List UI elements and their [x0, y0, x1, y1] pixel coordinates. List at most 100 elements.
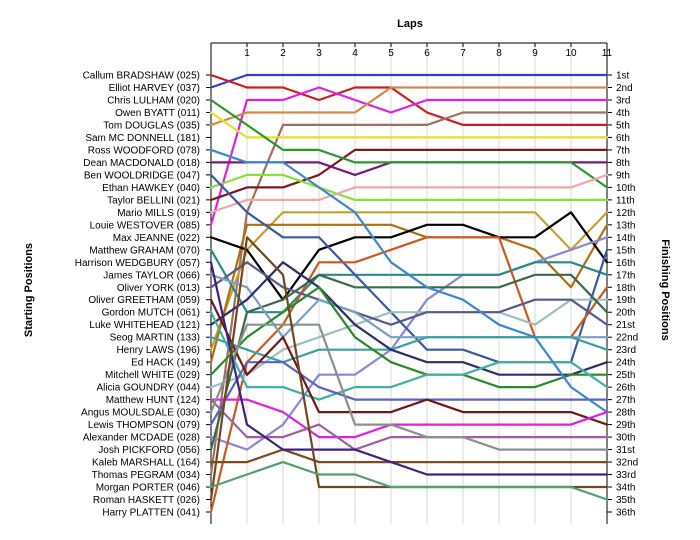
series-line-28	[209, 148, 609, 414]
starting-position-label: Morgan PORTER (046)	[96, 483, 200, 494]
finishing-position-label: 16th	[616, 258, 635, 269]
series-line-22	[209, 273, 609, 339]
starting-position-label: Callum BRADSHAW (025)	[83, 71, 200, 82]
series-line-15	[209, 236, 609, 451]
starting-position-label: Sam MC DONNELL (181)	[85, 133, 200, 144]
starting-position-label: Tom DOUGLAS (035)	[103, 120, 200, 131]
finishing-position-label: 25th	[616, 370, 635, 381]
series-line-6	[209, 111, 609, 139]
finishing-position-label: 22nd	[616, 333, 638, 344]
starting-position-label: Chris LULHAM (020)	[107, 95, 200, 106]
series-line-21	[209, 261, 609, 326]
series-line-5	[209, 111, 609, 476]
starting-position-label: Matthew GRAHAM (070)	[89, 245, 200, 256]
finishing-position-label: 29th	[616, 420, 635, 431]
finishing-position-label: 1st	[616, 71, 630, 82]
finishing-position-label: 35th	[616, 495, 635, 506]
starting-position-label: Matthew HUNT (124)	[106, 395, 200, 406]
x-tick-label: 7	[460, 48, 466, 59]
finishing-position-label: 6th	[616, 133, 630, 144]
label-layer: Callum BRADSHAW (025) 1st Elliot HARVEY (0…	[75, 71, 638, 519]
finishing-position-label: 21st	[616, 320, 635, 331]
axis-layer: 1 2 3 4 5 6 7 8 9 10 11	[206, 42, 613, 524]
series-line-29	[209, 298, 609, 426]
finishing-position-label: 5th	[616, 120, 630, 131]
finishing-position-label: 28th	[616, 408, 635, 419]
finishing-position-label: 4th	[616, 108, 630, 119]
series-line-27	[209, 361, 609, 426]
series-line-34	[209, 261, 609, 476]
series-line-3	[209, 86, 609, 226]
x-tick-label: 8	[496, 48, 502, 59]
x-tick-label: 2	[280, 48, 286, 59]
x-axis-title: Laps	[397, 18, 423, 30]
series-line-33	[209, 448, 609, 464]
series-line-9	[209, 98, 609, 189]
series-line-14	[209, 211, 609, 301]
starting-position-label: Seog MARTIN (133)	[110, 333, 200, 344]
finishing-position-label: 20th	[616, 308, 635, 319]
x-tick-label: 3	[316, 48, 322, 59]
starting-position-label: Mario MILLS (019)	[117, 208, 200, 219]
x-tick-label: 10	[565, 48, 577, 59]
starting-position-label: Oliver GREETHAM (059)	[88, 295, 200, 306]
series-line-17	[209, 173, 609, 364]
starting-position-label: Ross WOODFORD (078)	[88, 145, 200, 156]
finishing-position-label: 15th	[616, 245, 635, 256]
series-line-20	[209, 273, 609, 451]
x-tick-label: 5	[388, 48, 394, 59]
finishing-position-label: 19th	[616, 295, 635, 306]
starting-position-label: Henry LAWS (196)	[116, 345, 200, 356]
series-line-19	[209, 298, 609, 389]
finishing-position-label: 36th	[616, 508, 635, 519]
finishing-position-label: 8th	[616, 158, 630, 169]
series-line-25	[209, 286, 609, 389]
finishing-position-label: 27th	[616, 395, 635, 406]
finishing-position-label: 31st	[616, 445, 635, 456]
series-line-32	[209, 323, 609, 451]
starting-position-label: Elliot HARVEY (037)	[109, 83, 200, 94]
finishing-position-label: 33rd	[616, 470, 636, 481]
finishing-position-label: 2nd	[616, 83, 633, 94]
starting-position-label: Harrison WEDGBURY (057)	[75, 258, 200, 269]
finishing-position-label: 24th	[616, 358, 635, 369]
starting-position-label: James TAYLOR (066)	[103, 270, 200, 281]
starting-position-label: Angus MOULSDALE (030)	[81, 408, 200, 419]
x-tick-label: 4	[352, 48, 358, 59]
series-line-12	[209, 211, 609, 351]
series-line-31	[209, 398, 609, 451]
grid-layer	[246, 43, 608, 524]
starting-position-label: Dean MACDONALD (018)	[83, 158, 200, 169]
x-tick-label: 1	[244, 48, 250, 59]
finishing-position-label: 30th	[616, 433, 635, 444]
finishing-position-label: 12th	[616, 208, 635, 219]
starting-position-label: Taylor BELLINI (021)	[107, 195, 200, 206]
series-line-23	[209, 336, 609, 364]
x-tick-label: 9	[532, 48, 538, 59]
series-line-36	[209, 461, 609, 501]
starting-position-label: Alexander MCDADE (028)	[83, 433, 200, 444]
series-line-7	[209, 148, 609, 201]
starting-position-label: Josh PICKFORD (056)	[98, 445, 200, 456]
starting-position-label: Ed HACK (149)	[131, 358, 200, 369]
series-line-1	[209, 73, 609, 89]
finishing-position-label: 18th	[616, 283, 635, 294]
finishing-position-label: 13th	[616, 220, 635, 231]
starting-position-label: Kaleb MARSHALL (164)	[92, 458, 200, 469]
series-line-10	[209, 173, 609, 201]
finishing-position-label: 10th	[616, 183, 635, 194]
finishing-position-label: 23rd	[616, 345, 636, 356]
series-line-26	[209, 311, 609, 401]
finishing-position-label: 32nd	[616, 458, 638, 469]
starting-position-label: Lewis THOMPSON (079)	[88, 420, 200, 431]
left-axis-title: Starting Positions	[23, 243, 35, 337]
finishing-position-label: 14th	[616, 233, 635, 244]
starting-position-label: Gordon MUTCH (061)	[102, 308, 200, 319]
finishing-position-label: 17th	[616, 270, 635, 281]
starting-position-label: Mitchell WHITE (029)	[105, 370, 200, 381]
starting-position-label: Harry PLATTEN (041)	[102, 508, 200, 519]
series-line-30	[209, 398, 609, 439]
series-line-4	[209, 86, 609, 127]
series-line-2	[209, 73, 609, 127]
